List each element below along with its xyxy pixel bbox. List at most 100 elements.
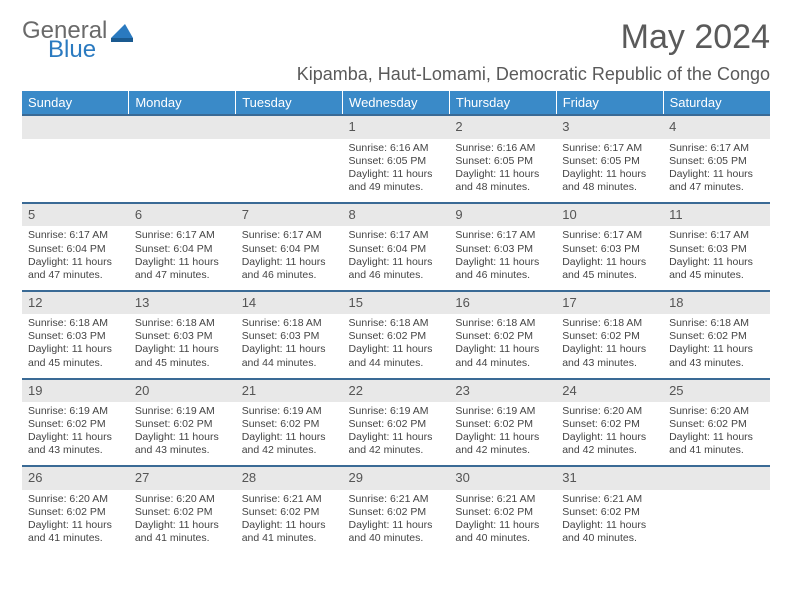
weekday-header: Sunday (22, 91, 129, 115)
sunset-text: Sunset: 6:02 PM (455, 506, 550, 519)
day-number-cell: 6 (129, 203, 236, 226)
day-number-cell: 23 (449, 379, 556, 402)
day-number-cell: 3 (556, 115, 663, 138)
day-details-cell: Sunrise: 6:20 AMSunset: 6:02 PMDaylight:… (22, 490, 129, 554)
weekday-header: Monday (129, 91, 236, 115)
day-number-cell: 19 (22, 379, 129, 402)
sunrise-text: Sunrise: 6:17 AM (562, 142, 657, 155)
day-details-cell (129, 139, 236, 204)
daylight-text: Daylight: 11 hours and 41 minutes. (669, 431, 764, 457)
day-number-cell: 15 (343, 291, 450, 314)
day-details-cell: Sunrise: 6:20 AMSunset: 6:02 PMDaylight:… (556, 402, 663, 467)
daylight-text: Daylight: 11 hours and 43 minutes. (28, 431, 123, 457)
daylight-text: Daylight: 11 hours and 48 minutes. (562, 168, 657, 194)
day-number-row: 567891011 (22, 203, 770, 226)
sunrise-text: Sunrise: 6:17 AM (349, 229, 444, 242)
day-number-cell (129, 115, 236, 138)
day-details-cell (663, 490, 770, 554)
sunrise-text: Sunrise: 6:17 AM (28, 229, 123, 242)
day-number-cell: 9 (449, 203, 556, 226)
day-number-row: 262728293031 (22, 466, 770, 489)
sunset-text: Sunset: 6:03 PM (562, 243, 657, 256)
sunset-text: Sunset: 6:05 PM (669, 155, 764, 168)
day-number-cell: 8 (343, 203, 450, 226)
sunset-text: Sunset: 6:02 PM (135, 418, 230, 431)
sunset-text: Sunset: 6:04 PM (242, 243, 337, 256)
day-details-cell: Sunrise: 6:18 AMSunset: 6:03 PMDaylight:… (236, 314, 343, 379)
daylight-text: Daylight: 11 hours and 40 minutes. (562, 519, 657, 545)
weekday-header: Wednesday (343, 91, 450, 115)
day-details-cell: Sunrise: 6:19 AMSunset: 6:02 PMDaylight:… (343, 402, 450, 467)
daylight-text: Daylight: 11 hours and 40 minutes. (349, 519, 444, 545)
daylight-text: Daylight: 11 hours and 42 minutes. (455, 431, 550, 457)
sunset-text: Sunset: 6:02 PM (349, 330, 444, 343)
daylight-text: Daylight: 11 hours and 41 minutes. (242, 519, 337, 545)
weekday-header: Thursday (449, 91, 556, 115)
sunset-text: Sunset: 6:03 PM (669, 243, 764, 256)
day-details-cell: Sunrise: 6:17 AMSunset: 6:03 PMDaylight:… (449, 226, 556, 291)
daylight-text: Daylight: 11 hours and 48 minutes. (455, 168, 550, 194)
sunrise-text: Sunrise: 6:17 AM (562, 229, 657, 242)
sunrise-text: Sunrise: 6:20 AM (135, 493, 230, 506)
sunrise-text: Sunrise: 6:17 AM (135, 229, 230, 242)
day-details-cell: Sunrise: 6:17 AMSunset: 6:04 PMDaylight:… (236, 226, 343, 291)
day-details-cell: Sunrise: 6:19 AMSunset: 6:02 PMDaylight:… (236, 402, 343, 467)
day-number-cell: 30 (449, 466, 556, 489)
daylight-text: Daylight: 11 hours and 44 minutes. (349, 343, 444, 369)
daylight-text: Daylight: 11 hours and 41 minutes. (28, 519, 123, 545)
sunrise-text: Sunrise: 6:18 AM (135, 317, 230, 330)
sunset-text: Sunset: 6:02 PM (135, 506, 230, 519)
day-details-cell: Sunrise: 6:19 AMSunset: 6:02 PMDaylight:… (449, 402, 556, 467)
sunrise-text: Sunrise: 6:20 AM (28, 493, 123, 506)
day-number-cell: 27 (129, 466, 236, 489)
day-details-cell: Sunrise: 6:21 AMSunset: 6:02 PMDaylight:… (556, 490, 663, 554)
daylight-text: Daylight: 11 hours and 47 minutes. (28, 256, 123, 282)
sunset-text: Sunset: 6:03 PM (455, 243, 550, 256)
day-details-cell: Sunrise: 6:18 AMSunset: 6:03 PMDaylight:… (22, 314, 129, 379)
sunrise-text: Sunrise: 6:17 AM (242, 229, 337, 242)
sunset-text: Sunset: 6:05 PM (455, 155, 550, 168)
day-number-cell: 12 (22, 291, 129, 314)
sunrise-text: Sunrise: 6:19 AM (28, 405, 123, 418)
daylight-text: Daylight: 11 hours and 42 minutes. (242, 431, 337, 457)
sunset-text: Sunset: 6:02 PM (562, 330, 657, 343)
day-details-row: Sunrise: 6:18 AMSunset: 6:03 PMDaylight:… (22, 314, 770, 379)
sunset-text: Sunset: 6:02 PM (349, 418, 444, 431)
day-details-cell: Sunrise: 6:21 AMSunset: 6:02 PMDaylight:… (236, 490, 343, 554)
day-details-cell: Sunrise: 6:17 AMSunset: 6:03 PMDaylight:… (663, 226, 770, 291)
sunset-text: Sunset: 6:02 PM (28, 418, 123, 431)
day-number-cell: 20 (129, 379, 236, 402)
sunset-text: Sunset: 6:04 PM (28, 243, 123, 256)
day-details-cell: Sunrise: 6:18 AMSunset: 6:02 PMDaylight:… (663, 314, 770, 379)
sunrise-text: Sunrise: 6:17 AM (669, 142, 764, 155)
day-number-cell: 17 (556, 291, 663, 314)
weekday-header: Saturday (663, 91, 770, 115)
daylight-text: Daylight: 11 hours and 45 minutes. (28, 343, 123, 369)
daylight-text: Daylight: 11 hours and 46 minutes. (242, 256, 337, 282)
day-number-cell: 4 (663, 115, 770, 138)
day-number-cell (663, 466, 770, 489)
daylight-text: Daylight: 11 hours and 43 minutes. (135, 431, 230, 457)
sunset-text: Sunset: 6:02 PM (669, 330, 764, 343)
day-number-cell: 11 (663, 203, 770, 226)
day-number-cell: 18 (663, 291, 770, 314)
day-details-cell: Sunrise: 6:19 AMSunset: 6:02 PMDaylight:… (22, 402, 129, 467)
logo: General Blue (22, 18, 133, 62)
day-details-cell (236, 139, 343, 204)
weekday-header: Tuesday (236, 91, 343, 115)
sunrise-text: Sunrise: 6:18 AM (28, 317, 123, 330)
day-number-cell: 21 (236, 379, 343, 402)
day-details-cell: Sunrise: 6:17 AMSunset: 6:05 PMDaylight:… (663, 139, 770, 204)
sunset-text: Sunset: 6:02 PM (455, 330, 550, 343)
daylight-text: Daylight: 11 hours and 41 minutes. (135, 519, 230, 545)
day-number-cell: 26 (22, 466, 129, 489)
day-number-cell: 13 (129, 291, 236, 314)
day-number-row: 19202122232425 (22, 379, 770, 402)
sunrise-text: Sunrise: 6:19 AM (242, 405, 337, 418)
sunrise-text: Sunrise: 6:16 AM (455, 142, 550, 155)
sunrise-text: Sunrise: 6:19 AM (135, 405, 230, 418)
daylight-text: Daylight: 11 hours and 49 minutes. (349, 168, 444, 194)
sunrise-text: Sunrise: 6:18 AM (455, 317, 550, 330)
sunset-text: Sunset: 6:04 PM (349, 243, 444, 256)
day-number-cell: 22 (343, 379, 450, 402)
